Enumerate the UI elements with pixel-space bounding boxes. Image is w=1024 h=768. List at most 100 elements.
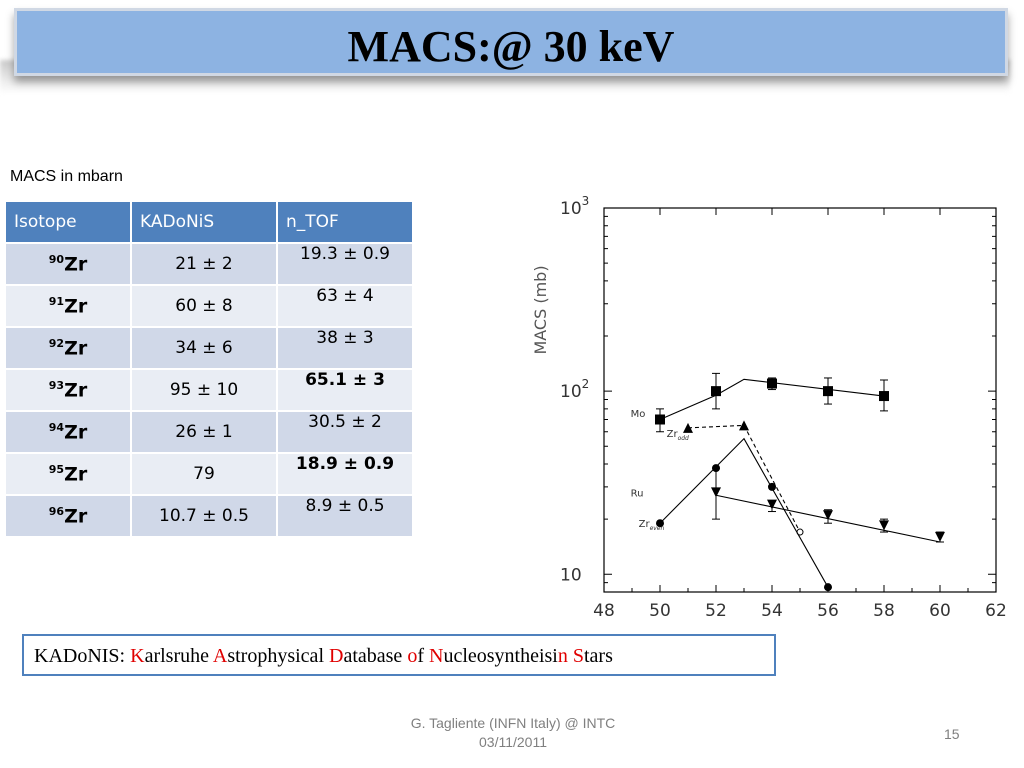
ntof-value: 19.3 ± 0.9 [276,242,414,286]
x-tick-label: 48 [593,601,615,621]
data-point [683,422,693,433]
data-point [879,391,889,402]
data-point [823,386,833,397]
kadonis-value: 21 ± 2 [130,242,278,286]
table-body: 90Zr 21 ± 2 19.3 ± 0.9 91Zr 60 ± 8 63 ± 4 92Zr… [4,242,414,538]
data-point [824,583,832,592]
kadonis-value: 60 ± 8 [130,284,278,328]
element-symbol: Zr [64,463,88,486]
element-symbol: Zr [64,295,88,318]
macs-table: Isotope KADoNiS n_TOF 90Zr 21 ± 2 19.3 ± 0… [4,200,414,538]
caption-part: A [212,645,228,667]
mass-number: 90 [48,252,65,266]
series-label: Ru [631,488,644,499]
data-point [768,482,776,491]
element-symbol: Zr [64,253,88,276]
caption-part: ucleosyntheisi [443,645,558,667]
header-kadonis: KADoNiS [130,200,278,244]
footer-author: G. Tagliente (INFN Italy) @ INTC [410,715,616,731]
series-label: Zrodd [667,429,689,442]
caption-part: S [572,645,584,667]
table-row: 93Zr 95 ± 10 65.1 ± 3 [4,368,414,412]
data-point [879,520,889,531]
kadonis-value: 79 [130,452,278,496]
header-isotope: Isotope [4,200,132,244]
series-subscript: even [650,525,665,532]
title-banner: MACS:@ 30 keV [14,8,1008,76]
table-row: 94Zr 26 ± 1 30.5 ± 2 [4,410,414,454]
mass-number: 93 [48,378,65,392]
mass-number: 91 [48,294,65,308]
y-tick-base: 10 [560,199,582,219]
series-label: Zreven [639,519,665,532]
y-tick-label: 10 [560,565,582,585]
mass-number: 94 [48,420,65,434]
series-line [659,378,885,420]
ntof-value: 8.9 ± 0.5 [276,494,414,538]
caption-part: K [130,645,145,667]
element-symbol: Zr [64,337,88,360]
series-name: Zr [667,429,679,440]
data-point [823,510,833,521]
ntof-value: 30.5 ± 2 [276,410,414,454]
x-tick-label: 52 [705,601,727,621]
data-point [656,519,664,528]
slide-title: MACS:@ 30 keV [347,22,675,71]
isotope-cell: 94Zr [4,410,132,454]
element-symbol: Zr [64,379,88,402]
caption-part: f [417,645,429,667]
mass-number: 92 [48,336,65,350]
data-point [767,378,777,389]
page-number: 15 [944,726,960,742]
footer: G. Tagliente (INFN Italy) @ INTC 03/11/2… [368,714,658,752]
isotope-cell: 92Zr [4,326,132,370]
isotope-cell: 90Zr [4,242,132,286]
table-row: 91Zr 60 ± 8 63 ± 4 [4,284,414,328]
series-name: Zr [639,519,651,530]
isotope-cell: 95Zr [4,452,132,496]
x-tick-label: 58 [873,601,895,621]
table-header-row: Isotope KADoNiS n_TOF [4,200,414,244]
table-row: 95Zr 79 18.9 ± 0.9 [4,452,414,496]
data-point [739,420,749,431]
data-point [767,499,777,510]
caption-part: KADoNIS: [34,645,131,667]
ntof-value: 63 ± 4 [276,284,414,328]
data-point [711,487,721,498]
ntof-value: 18.9 ± 0.9 [276,452,414,496]
ntof-value: 38 ± 3 [276,326,414,370]
mass-number: 95 [48,462,65,476]
series-name: Mo [631,409,646,420]
series-name: Ru [631,488,644,499]
caption-part: n [557,645,573,667]
kadonis-caption: KADoNIS: Karlsruhe Astrophysical Databas… [22,634,776,676]
caption-part: o [407,645,418,667]
mass-number: 96 [48,504,65,518]
y-tick-base: 10 [560,382,582,402]
isotope-cell: 93Zr [4,368,132,412]
y-tick-label: 103 [560,194,589,219]
footer-date: 03/11/2011 [479,734,547,750]
data-point [711,386,721,397]
x-tick-label: 54 [761,601,783,621]
header-ntof: n_TOF [276,200,414,244]
series-subscript: odd [678,435,689,442]
kadonis-value: 26 ± 1 [130,410,278,454]
isotope-cell: 91Zr [4,284,132,328]
data-point [935,531,945,542]
series-line [659,437,829,588]
caption-part: tars [584,645,613,667]
element-symbol: Zr [64,421,88,444]
x-tick-label: 62 [985,601,1007,621]
table-row: 92Zr 34 ± 6 38 ± 3 [4,326,414,370]
y-tick-label: 102 [560,377,589,402]
caption-part: D [329,645,344,667]
caption-part: atabase [343,645,408,667]
ntof-value: 65.1 ± 3 [276,368,414,412]
series-label: Mo [631,409,646,420]
y-tick-exponent: 2 [582,377,590,391]
isotope-cell: 96Zr [4,494,132,538]
x-tick-label: 56 [817,601,839,621]
kadonis-value: 34 ± 6 [130,326,278,370]
